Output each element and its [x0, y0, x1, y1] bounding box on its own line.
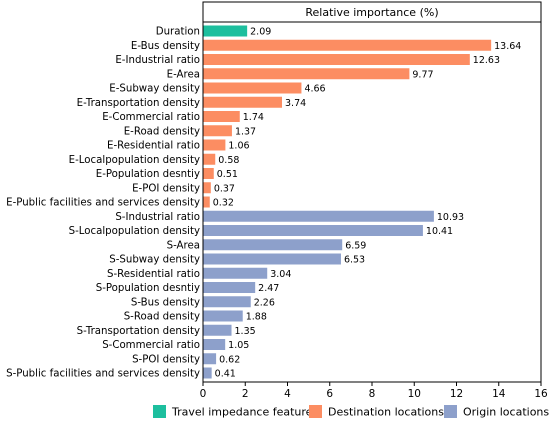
bar [203, 239, 343, 251]
category-label: S-Bus density [131, 297, 200, 308]
legend-swatch [309, 405, 322, 418]
bar [203, 139, 226, 151]
bar [203, 25, 248, 37]
bar [203, 96, 283, 108]
bar [203, 82, 302, 94]
x-tick-label: 4 [284, 388, 291, 400]
category-label: E-Subway density [109, 84, 200, 95]
x-tick-label: 14 [492, 388, 506, 400]
legend-swatch [153, 405, 166, 418]
value-label: 2.09 [250, 27, 271, 38]
category-label: E-Bus density [131, 41, 200, 52]
bars-group [203, 25, 492, 379]
category-label: S-Commercial ratio [102, 340, 200, 351]
x-tick-label: 16 [534, 388, 548, 400]
category-label: E-Transportation density [77, 98, 200, 109]
value-label: 13.64 [494, 41, 521, 52]
value-label: 0.37 [214, 183, 235, 194]
value-label: 6.59 [345, 240, 366, 251]
value-label: 1.35 [235, 326, 256, 337]
value-label: 4.66 [304, 84, 325, 95]
x-tick-label: 0 [200, 388, 207, 400]
header-group: Relative importance (%) [305, 6, 438, 19]
value-label: 1.74 [243, 112, 264, 123]
x-tick-label: 10 [408, 388, 421, 400]
bar [203, 125, 232, 137]
bar [203, 153, 216, 165]
value-label: 6.53 [344, 255, 365, 266]
value-label: 1.37 [235, 126, 256, 137]
value-label: 0.51 [217, 169, 238, 180]
category-label: E-Public facilities and services density [6, 198, 200, 209]
value-label: 1.05 [228, 340, 249, 351]
value-label: 2.47 [258, 283, 279, 294]
bar [203, 253, 341, 265]
category-labels-group: Duration E-Bus density E-Industrial ratio E… [6, 27, 200, 380]
bar [203, 225, 423, 236]
category-label: E-Area [167, 69, 200, 80]
category-label: E-POI density [132, 183, 200, 194]
category-label: S-Residential ratio [107, 269, 200, 280]
value-label: 0.58 [218, 155, 239, 166]
category-label: Duration [156, 27, 200, 38]
bar [203, 168, 214, 179]
legend-swatch [444, 405, 457, 418]
value-label: 1.88 [246, 312, 267, 323]
bar [203, 210, 434, 222]
bar [203, 196, 210, 208]
category-label: E-Industrial ratio [115, 55, 200, 66]
bar [203, 339, 226, 350]
value-label: 0.62 [219, 354, 240, 365]
chart-title: Relative importance (%) [305, 6, 438, 19]
category-label: S-Localpopulation density [69, 226, 200, 237]
legend-label: Destination locations [328, 406, 444, 419]
value-label: 2.26 [254, 297, 275, 308]
category-label: S-Road density [124, 312, 200, 323]
value-label: 12.63 [473, 55, 500, 66]
category-label: S-Area [167, 240, 200, 251]
category-label: E-Road density [124, 126, 200, 137]
value-label: 3.74 [285, 98, 306, 109]
category-label: S-Population desntiy [96, 283, 200, 294]
bar [203, 353, 217, 365]
category-label: E-Population desntiy [96, 169, 200, 180]
bar [203, 182, 211, 194]
value-labels-group: 2.09 13.64 12.63 9.77 4.66 3.74 1.74 1.37 1.06 0.… [213, 27, 522, 380]
x-tick-label: 8 [369, 388, 376, 400]
category-label: S-Transportation density [77, 326, 200, 337]
value-label: 0.41 [215, 369, 236, 380]
bar [203, 68, 410, 80]
category-label: E-Residential ratio [107, 141, 200, 152]
value-label: 3.04 [270, 269, 291, 280]
legend-label: Travel impedance feature [171, 406, 313, 419]
category-label: E-Commercial ratio [102, 112, 200, 123]
bar [203, 267, 268, 279]
category-label: S-POI density [132, 354, 200, 365]
bar [203, 310, 243, 322]
category-label: S-Subway density [109, 255, 200, 266]
value-label: 9.77 [412, 69, 433, 80]
value-label: 1.06 [228, 141, 249, 152]
bar [203, 296, 251, 308]
category-label: E-Localpopulation density [69, 155, 200, 166]
value-label: 0.32 [213, 198, 234, 209]
bar [203, 282, 256, 293]
x-tick-label: 12 [450, 388, 463, 400]
category-label: S-Industrial ratio [115, 212, 200, 223]
value-label: 10.93 [437, 212, 464, 223]
bar [203, 111, 240, 122]
category-label: S-Public facilities and services density [6, 369, 200, 380]
x-tick-label: 2 [242, 388, 249, 400]
legend: Travel impedance feature Destination loca… [153, 405, 549, 419]
legend-label: Origin locations [463, 406, 549, 419]
x-tick-label: 6 [326, 388, 333, 400]
bar [203, 324, 232, 336]
bar [203, 54, 470, 65]
bar [203, 367, 212, 379]
axes-group: 0 2 4 6 8 10 12 14 16 [200, 1, 548, 400]
value-label: 10.41 [426, 226, 453, 237]
bar [203, 39, 492, 51]
